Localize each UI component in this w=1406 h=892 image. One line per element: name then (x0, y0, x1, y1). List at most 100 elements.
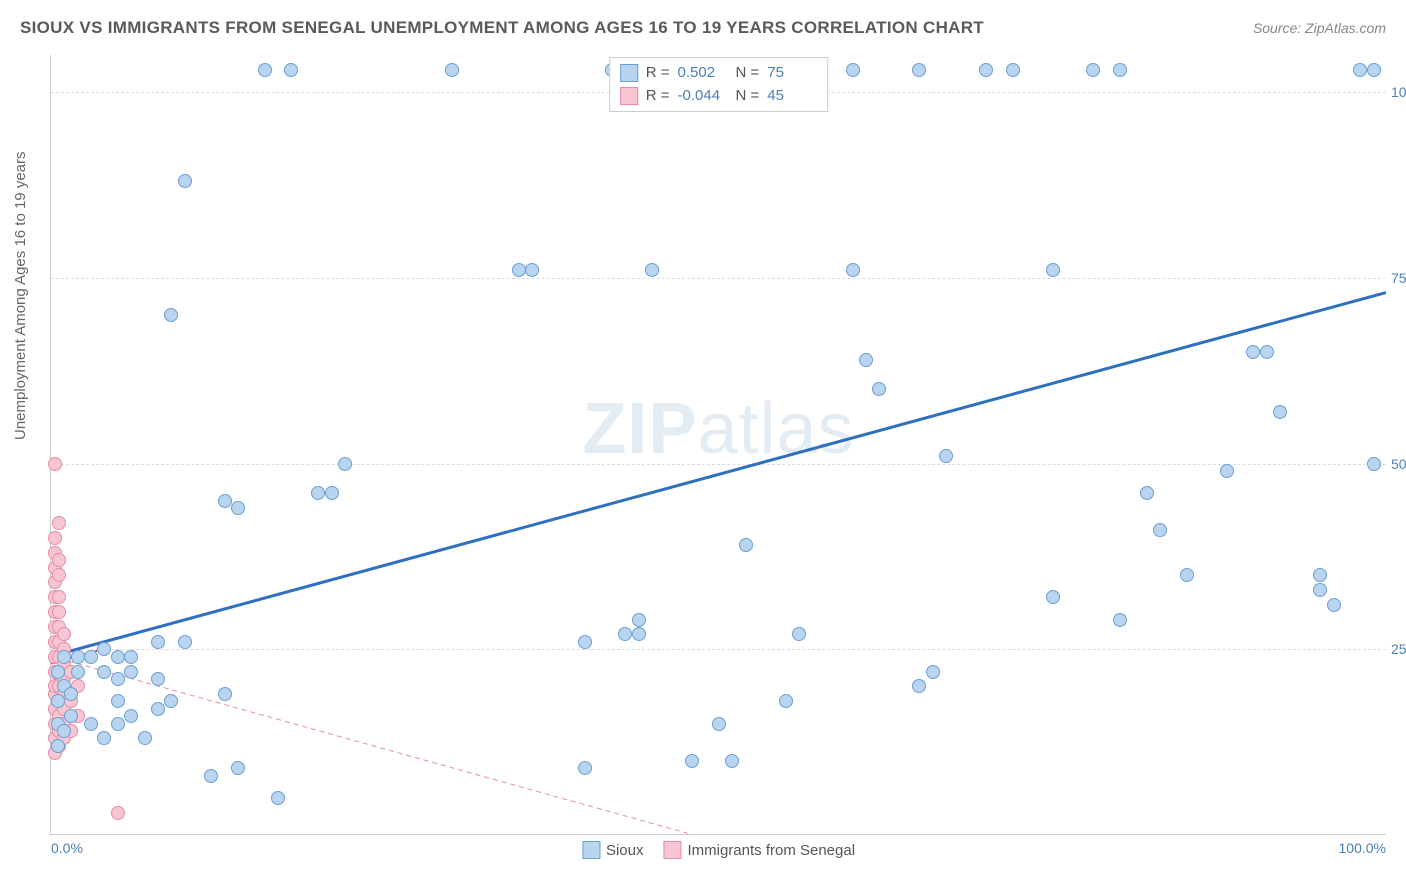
data-point-sioux (51, 665, 65, 679)
swatch-sioux-icon (582, 841, 600, 859)
data-point-sioux (1220, 464, 1234, 478)
gridline (51, 278, 1386, 279)
data-point-sioux (939, 449, 953, 463)
data-point-sioux (64, 687, 78, 701)
data-point-senegal (57, 627, 71, 641)
data-point-sioux (1273, 405, 1287, 419)
legend-series: Sioux Immigrants from Senegal (582, 841, 855, 859)
data-point-senegal (52, 553, 66, 567)
data-point-sioux (64, 709, 78, 723)
scatter-plot: ZIPatlas R = 0.502 N = 75 R = -0.044 N =… (50, 55, 1386, 835)
data-point-sioux (111, 672, 125, 686)
data-point-sioux (525, 263, 539, 277)
y-tick-label: 25.0% (1391, 641, 1406, 657)
legend-row-senegal: R = -0.044 N = 45 (620, 85, 818, 108)
data-point-senegal (52, 568, 66, 582)
data-point-sioux (271, 791, 285, 805)
source-attribution: Source: ZipAtlas.com (1253, 20, 1386, 36)
watermark: ZIPatlas (582, 388, 854, 470)
data-point-sioux (111, 650, 125, 664)
data-point-sioux (979, 63, 993, 77)
data-point-senegal (111, 806, 125, 820)
y-axis-label: Unemployment Among Ages 16 to 19 years (12, 151, 29, 440)
data-point-sioux (926, 665, 940, 679)
data-point-sioux (1153, 523, 1167, 537)
chart-title: SIOUX VS IMMIGRANTS FROM SENEGAL UNEMPLO… (20, 18, 984, 38)
data-point-sioux (632, 627, 646, 641)
legend-correlation: R = 0.502 N = 75 R = -0.044 N = 45 (609, 57, 829, 112)
data-point-sioux (84, 650, 98, 664)
data-point-sioux (1313, 568, 1327, 582)
data-point-sioux (218, 687, 232, 701)
data-point-sioux (258, 63, 272, 77)
data-point-senegal (48, 457, 62, 471)
data-point-sioux (712, 717, 726, 731)
y-tick-label: 100.0% (1391, 84, 1406, 100)
data-point-sioux (178, 174, 192, 188)
data-point-sioux (872, 382, 886, 396)
data-point-sioux (138, 731, 152, 745)
data-point-sioux (1367, 63, 1381, 77)
y-tick-label: 75.0% (1391, 270, 1406, 286)
data-point-sioux (231, 501, 245, 515)
data-point-sioux (1260, 345, 1274, 359)
data-point-sioux (1140, 486, 1154, 500)
data-point-sioux (779, 694, 793, 708)
legend-item-senegal: Immigrants from Senegal (663, 841, 855, 859)
data-point-sioux (151, 635, 165, 649)
data-point-senegal (48, 531, 62, 545)
data-point-sioux (1327, 598, 1341, 612)
data-point-sioux (645, 263, 659, 277)
gridline (51, 649, 1386, 650)
data-point-sioux (846, 263, 860, 277)
data-point-sioux (1367, 457, 1381, 471)
y-tick-label: 50.0% (1391, 456, 1406, 472)
data-point-sioux (1113, 63, 1127, 77)
data-point-sioux (97, 665, 111, 679)
legend-row-sioux: R = 0.502 N = 75 (620, 62, 818, 85)
data-point-sioux (512, 263, 526, 277)
swatch-sioux (620, 64, 638, 82)
data-point-sioux (97, 642, 111, 656)
data-point-sioux (618, 627, 632, 641)
data-point-sioux (859, 353, 873, 367)
data-point-sioux (792, 627, 806, 641)
data-point-sioux (846, 63, 860, 77)
data-point-sioux (338, 457, 352, 471)
legend-item-sioux: Sioux (582, 841, 644, 859)
data-point-sioux (204, 769, 218, 783)
data-point-sioux (124, 650, 138, 664)
data-point-sioux (325, 486, 339, 500)
data-point-sioux (632, 613, 646, 627)
data-point-sioux (51, 739, 65, 753)
swatch-senegal (620, 87, 638, 105)
data-point-sioux (164, 308, 178, 322)
data-point-sioux (51, 694, 65, 708)
x-tick-max: 100.0% (1339, 840, 1386, 856)
gridline (51, 464, 1386, 465)
data-point-sioux (1046, 590, 1060, 604)
data-point-sioux (1353, 63, 1367, 77)
swatch-senegal-icon (663, 841, 681, 859)
data-point-sioux (97, 731, 111, 745)
data-point-sioux (1180, 568, 1194, 582)
data-point-sioux (739, 538, 753, 552)
data-point-sioux (685, 754, 699, 768)
data-point-sioux (284, 63, 298, 77)
x-tick-min: 0.0% (51, 840, 83, 856)
data-point-sioux (124, 709, 138, 723)
data-point-sioux (71, 665, 85, 679)
data-point-sioux (57, 724, 71, 738)
data-point-sioux (164, 694, 178, 708)
data-point-sioux (178, 635, 192, 649)
data-point-sioux (445, 63, 459, 77)
data-point-sioux (111, 694, 125, 708)
data-point-sioux (84, 717, 98, 731)
data-point-sioux (1246, 345, 1260, 359)
data-point-sioux (578, 635, 592, 649)
data-point-sioux (1006, 63, 1020, 77)
data-point-sioux (311, 486, 325, 500)
data-point-sioux (231, 761, 245, 775)
data-point-sioux (1113, 613, 1127, 627)
data-point-sioux (1086, 63, 1100, 77)
